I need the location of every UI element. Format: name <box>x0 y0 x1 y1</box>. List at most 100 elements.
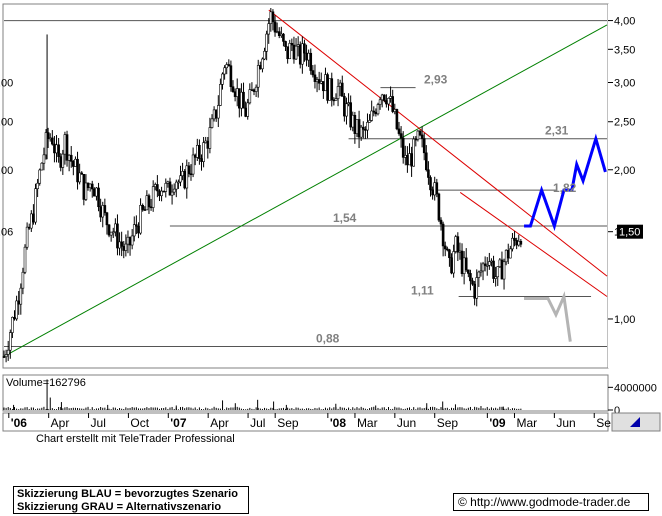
volume-bars <box>3 379 522 410</box>
source-link[interactable]: © http://www.godmode-trader.de <box>453 493 649 511</box>
candle-body <box>116 223 119 249</box>
candle-body <box>370 110 373 121</box>
candle-body <box>429 177 432 191</box>
candle-body <box>61 153 65 168</box>
price-tick-label: 3,50 <box>614 44 635 56</box>
candle-body <box>158 190 161 197</box>
candle-body <box>473 283 476 299</box>
candle-body <box>4 354 8 358</box>
candle-body <box>246 102 250 117</box>
candle-body <box>235 88 239 97</box>
candle-body <box>305 52 308 61</box>
left-axis-fragment: ,00 <box>0 117 13 129</box>
candle-body <box>462 257 466 274</box>
preferred-scenario-line <box>524 133 607 232</box>
time-tick-label: Apr <box>51 416 70 430</box>
candle-body <box>273 21 277 33</box>
candle-body <box>347 102 350 105</box>
candle-body <box>282 33 285 42</box>
candle-body <box>42 154 46 164</box>
candle-body <box>51 137 54 145</box>
candle-body <box>217 105 220 119</box>
candle-body <box>395 109 399 130</box>
last-price-label: 1,50 <box>619 227 640 239</box>
candle-body <box>214 109 218 119</box>
candle-body <box>290 42 294 46</box>
candle-body <box>275 31 279 33</box>
candle-body <box>265 33 268 52</box>
candle-body <box>355 119 359 134</box>
candle-body <box>172 188 176 193</box>
candle-body <box>357 119 361 138</box>
alternative-scenario-line <box>524 291 572 342</box>
legend-blue: Skizzierung BLAU = bevorzugtes Szenario <box>17 488 238 500</box>
candle-body <box>359 126 363 138</box>
candle-body <box>446 248 449 251</box>
candle-body <box>107 224 111 236</box>
candle-body <box>380 94 384 101</box>
price-candles <box>2 8 523 363</box>
candle-body <box>277 31 281 36</box>
candle-body <box>9 332 12 351</box>
candle-body <box>149 206 153 209</box>
candle-body <box>143 209 147 211</box>
candle-body <box>311 70 315 76</box>
candle-body <box>109 231 113 236</box>
candle-body <box>374 111 378 115</box>
candle-body <box>67 154 71 161</box>
candle-body <box>212 109 216 120</box>
candle-body <box>88 183 92 189</box>
candle-body <box>498 259 502 267</box>
candle-body <box>391 96 394 112</box>
candle-body <box>410 153 413 167</box>
chart-credit: Chart erstellt mit TeleTrader Profession… <box>36 433 235 445</box>
candle-body <box>170 191 174 196</box>
trendlines <box>3 9 608 357</box>
candle-body <box>254 86 258 92</box>
candle-body <box>204 140 208 143</box>
candle-body <box>38 169 42 184</box>
candle-body <box>231 86 235 93</box>
candle-body <box>454 236 458 252</box>
candle-body <box>103 205 107 214</box>
volume-tick-label: 0 <box>614 405 620 417</box>
candle-body <box>132 224 136 237</box>
candle-body <box>517 240 521 246</box>
candle-body <box>319 81 323 84</box>
volume-panel-frame <box>2 374 609 412</box>
candle-body <box>72 161 75 167</box>
candle-body <box>338 82 342 87</box>
candle-body <box>267 23 271 35</box>
candle-body <box>168 181 172 196</box>
candle-body <box>151 186 155 208</box>
time-tick-label: Sep <box>437 416 459 430</box>
candle-body <box>477 271 481 278</box>
candle-body <box>452 251 455 274</box>
candle-body <box>118 241 121 249</box>
candle-body <box>90 183 94 190</box>
candle-body <box>389 96 392 99</box>
price-tick-label: 3,00 <box>614 77 635 89</box>
candle-body <box>48 137 52 140</box>
candle-body <box>69 154 73 162</box>
candle-body <box>385 100 388 105</box>
candle-body <box>393 109 397 112</box>
candle-body <box>298 44 302 65</box>
candle-body <box>128 236 132 246</box>
candle-body <box>471 280 474 285</box>
candle-body <box>511 237 514 250</box>
candle-body <box>86 182 90 189</box>
candle-body <box>177 181 180 184</box>
candle-body <box>485 264 489 267</box>
candle-body <box>414 138 418 141</box>
last-price-marker: 1,50 <box>617 224 643 239</box>
candle-body <box>343 96 346 117</box>
candle-body <box>435 182 439 195</box>
candle-body <box>193 154 197 158</box>
candle-body <box>206 140 210 149</box>
candle-body <box>202 142 205 162</box>
candle-body <box>292 44 296 60</box>
candle-body <box>366 121 369 131</box>
candle-body <box>23 246 27 273</box>
